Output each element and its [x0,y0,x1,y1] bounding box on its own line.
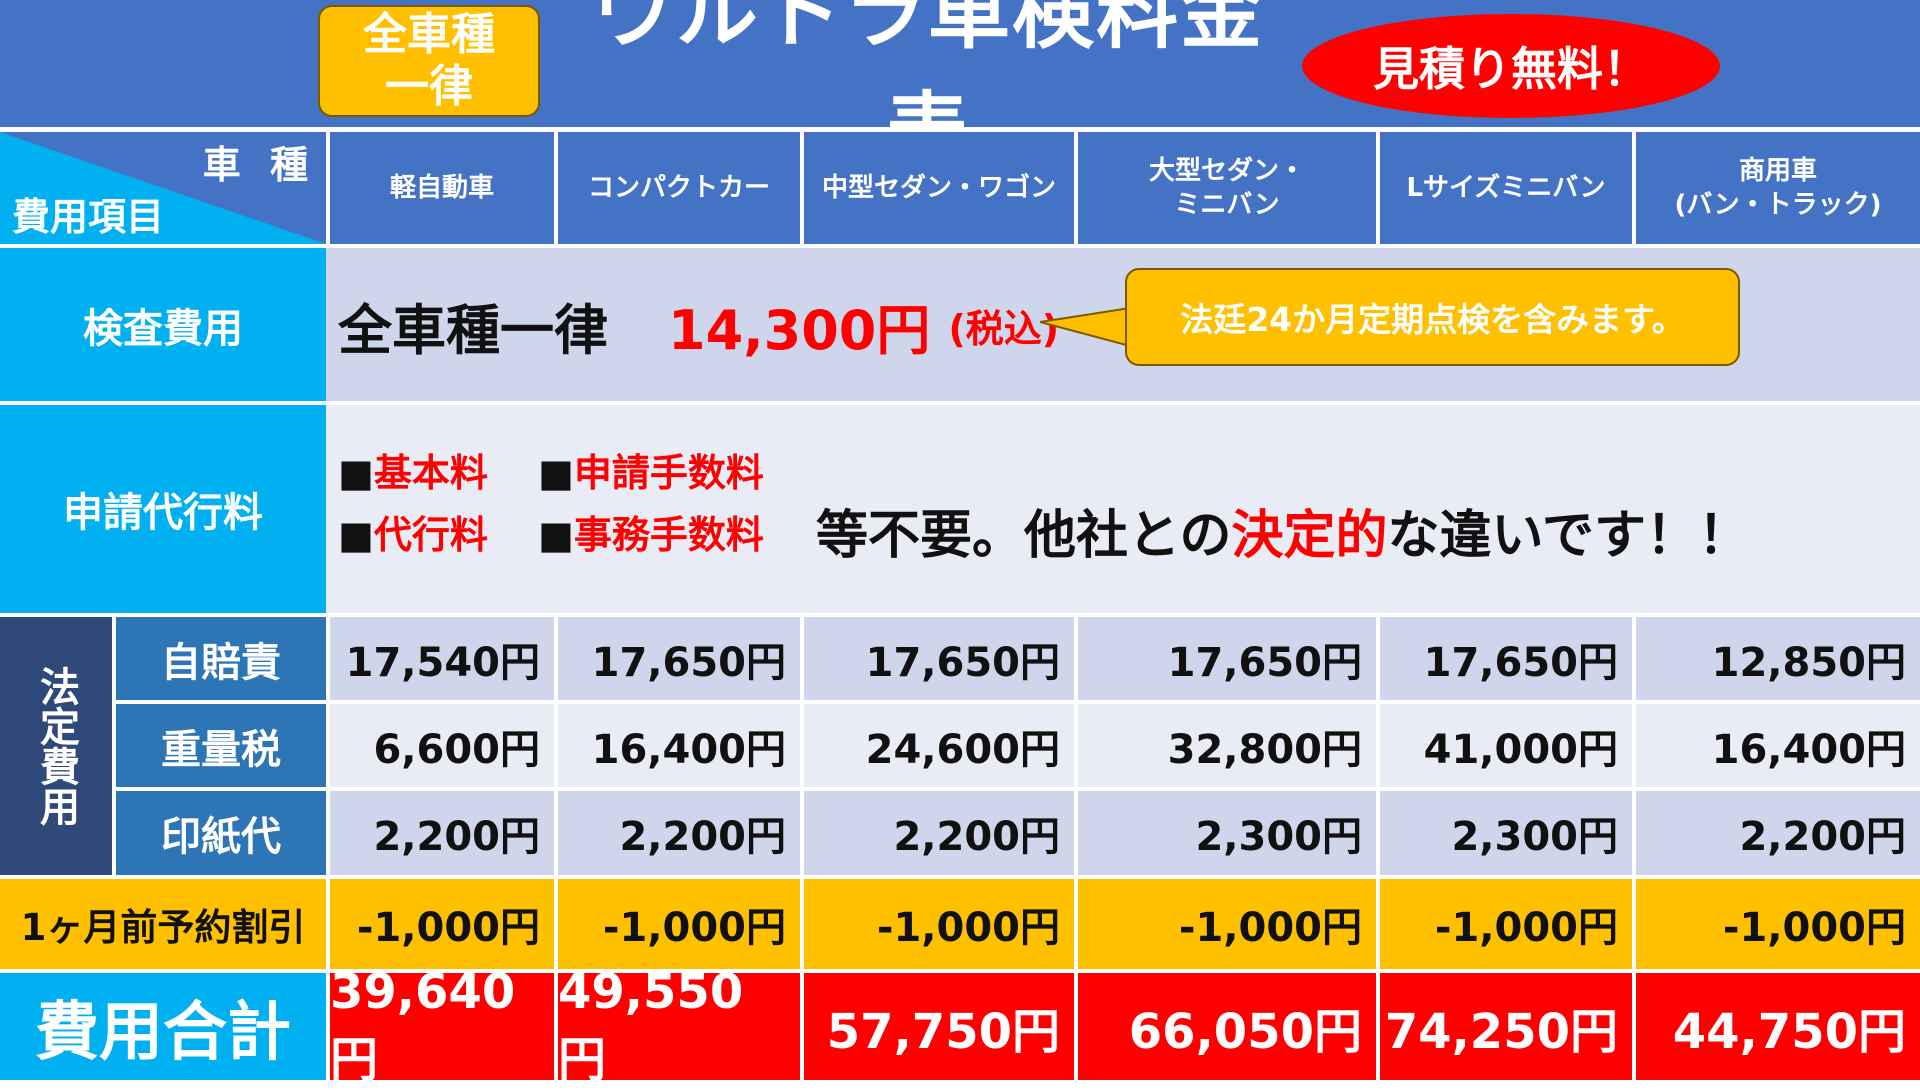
col-header-kei: 軽自動車 [330,132,554,244]
row-label-discount: 1ヶ月前予約割引 [20,906,306,949]
col-header-midsize: 中型セダン・ワゴン [804,132,1074,244]
bullet-square-icon: ■ [538,513,574,557]
col-header-large: 大型セダン・ ミニバン [1078,132,1376,244]
row-label-agency-fee: 申請代行料 [0,405,326,613]
jibaiseki-value: 17,650円 [804,617,1074,700]
agency-item-label: 事務手数料 [573,513,764,557]
stamp-fee-value: 2,200円 [1636,791,1920,875]
callout-pointer [1040,306,1135,348]
row-label-weight-tax: 重量税 [116,704,326,787]
discount-value: -1,000円 [356,905,540,951]
inspection-price: 14,300円 [668,298,931,362]
discount-value: -1,000円 [1178,905,1362,951]
col-header-line: ミニバン [1174,190,1280,220]
badge-line-2: 一律 [385,61,473,112]
agency-item-label: 基本料 [373,451,488,495]
inspection-prefix: 全車種一律 [338,298,608,362]
agency-item: ■申請手数料 [538,442,778,504]
agency-item-label: 代行料 [373,513,488,557]
total-value: 74,250円 [1380,973,1632,1080]
agency-message: 等不要。他社との 決定的 な違いです！！ [816,495,1750,566]
agency-message-after: な違いです！！ [1387,505,1750,566]
row-label-inspection: 検査費用 [0,248,326,401]
discount-value: -1,000円 [1722,905,1906,951]
col-header-line: 大型セダン・ [1148,156,1305,186]
discount-value: -1,000円 [1434,905,1618,951]
weight-tax-value: 41,000円 [1380,704,1632,787]
weight-tax-value: 24,600円 [804,704,1074,787]
discount-row [0,879,1920,969]
jibaiseki-value: 17,650円 [1380,617,1632,700]
agency-item-label: 申請手数料 [573,451,764,495]
discount-value: -1,000円 [602,905,786,951]
total-value: 57,750円 [804,973,1074,1080]
badge-line-1: 全車種 [363,9,495,60]
agency-message-highlight: 決定的 [1231,505,1388,566]
jibaiseki-value: 17,650円 [1078,617,1376,700]
agency-cell [326,405,1920,613]
inspection-callout: 法廷24か月定期点検を含みます。 [1125,268,1740,366]
free-quote-badge: 見積り無料！ [1302,14,1720,118]
total-value: 49,550円 [558,964,800,1088]
weight-tax-value: 16,400円 [1636,704,1920,787]
agency-item: ■代行料 [338,504,538,566]
weight-tax-value: 6,600円 [330,704,554,787]
stamp-fee-value: 2,200円 [558,791,800,875]
jibaiseki-value: 17,540円 [330,617,554,700]
bullet-square-icon: ■ [338,451,374,495]
legal-fees-group-label: 法定費用 [0,617,112,875]
inspection-tax-note: (税込) [948,306,1060,351]
discount-value: -1,000円 [876,905,1060,951]
total-value: 44,750円 [1636,973,1920,1080]
inspection-price-line: 全車種一律 14,300円 (税込) [338,280,1059,370]
stamp-fee-value: 2,200円 [330,791,554,875]
col-header-commercial: 商用車 (バン・トラック) [1636,132,1920,244]
col-header-line: Lサイズミニバン [1406,173,1606,203]
col-header-line: 中型セダン・ワゴン [821,173,1056,203]
col-header-l-minivan: Lサイズミニバン [1380,132,1632,244]
page-title: ウルトラ車検料金表 [591,0,1264,179]
col-header-compact: コンパクトカー [558,132,800,244]
all-vehicles-badge: 全車種 一律 [318,5,540,117]
col-header-line: 軽自動車 [389,173,494,203]
row-label-total: 費用合計 [0,973,326,1080]
weight-tax-value: 16,400円 [558,704,800,787]
bullet-square-icon: ■ [338,513,374,557]
total-value: 66,050円 [1078,973,1376,1080]
bullet-square-icon: ■ [538,451,574,495]
stamp-fee-value: 2,200円 [804,791,1074,875]
divider [800,879,804,969]
divider [554,879,558,969]
jibaiseki-value: 17,650円 [558,617,800,700]
total-value: 39,640円 [330,964,554,1088]
divider [1376,879,1380,969]
jibaiseki-value: 12,850円 [1636,617,1920,700]
row-label-stamp-fee: 印紙代 [116,791,326,875]
col-header-line: コンパクトカー [587,173,770,203]
divider [1632,879,1636,969]
divider [1074,879,1078,969]
stamp-fee-value: 2,300円 [1380,791,1632,875]
stamp-fee-value: 2,300円 [1078,791,1376,875]
agency-item: ■事務手数料 [538,504,778,566]
weight-tax-value: 32,800円 [1078,704,1376,787]
col-header-line: 商用車 [1738,156,1817,186]
col-header-line: (バン・トラック) [1674,190,1882,220]
agency-item: ■基本料 [338,442,538,504]
agency-message-before: 等不要。他社との [816,505,1232,566]
corner-vehicle-type-label: 車 種 [202,142,316,187]
table-corner-header: 車 種 費用項目 [0,132,326,244]
divider [326,879,330,969]
row-label-jibaiseki: 自賠責 [116,617,326,700]
corner-cost-item-label: 費用項目 [12,194,165,239]
corner-diagonal-shape [0,132,326,244]
agency-item-list: ■基本料 ■申請手数料 ■代行料 ■事務手数料 [338,442,778,566]
